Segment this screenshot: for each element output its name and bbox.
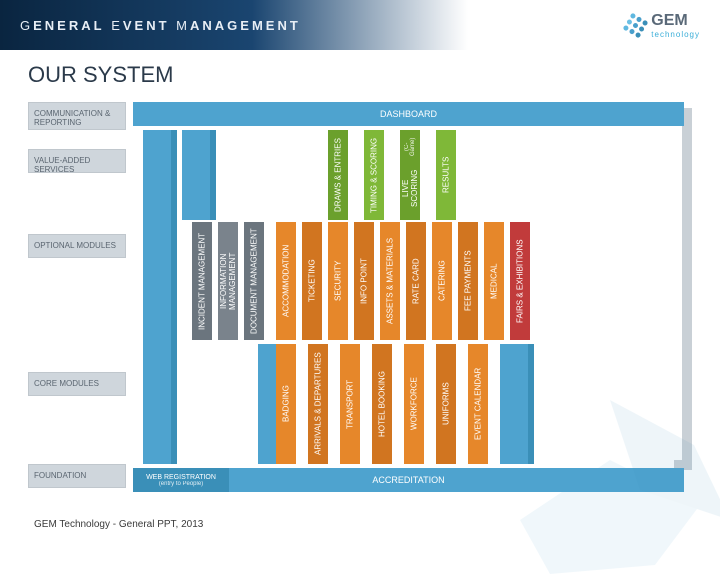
- module-column: RATE CARD: [406, 222, 426, 340]
- module-column: LIVE SCORING(C-Game): [400, 130, 420, 220]
- logo-text: GEM: [651, 12, 700, 30]
- side-label: COMMUNICATION & REPORTING: [28, 102, 126, 130]
- module-column: INFO POINT: [354, 222, 374, 340]
- side-label: FOUNDATION: [28, 464, 126, 488]
- blue-vertical: [500, 344, 534, 464]
- bracket-right: [674, 108, 692, 470]
- module-column: ASSETS & MATERIALS: [380, 222, 400, 340]
- footer-text: GEM Technology - General PPT, 2013: [34, 519, 203, 530]
- module-column: INFORMATION MANAGEMENT: [218, 222, 238, 340]
- side-label: VALUE-ADDED SERVICES: [28, 149, 126, 173]
- logo-dots-icon: [623, 12, 649, 38]
- module-column: EVENT CALENDAR: [468, 344, 488, 464]
- logo-subtext: technology: [651, 30, 700, 39]
- horizontal-bar: DASHBOARD: [133, 102, 684, 126]
- module-column: UNIFORMS: [436, 344, 456, 464]
- system-diagram: COMMUNICATION & REPORTING VALUE-ADDED SER…: [28, 94, 692, 504]
- module-column: ARRIVALS & DEPARTURES: [308, 344, 328, 464]
- module-column: ACCOMMODATION: [276, 222, 296, 340]
- module-column: DRAWS & ENTRIES: [328, 130, 348, 220]
- header: GENERAL EVENT MANAGEMENT GEM technology: [0, 0, 720, 50]
- logo: GEM technology: [626, 12, 700, 39]
- module-column: INCIDENT MANAGEMENT: [192, 222, 212, 340]
- header-title: GENERAL EVENT MANAGEMENT: [20, 18, 301, 33]
- module-column: MEDICAL: [484, 222, 504, 340]
- blue-vertical: [182, 130, 216, 220]
- module-column: BADGING: [276, 344, 296, 464]
- side-label: CORE MODULES: [28, 372, 126, 396]
- module-column: TICKETING: [302, 222, 322, 340]
- module-column: TRANSPORT: [340, 344, 360, 464]
- page-title: OUR SYSTEM: [0, 50, 720, 94]
- module-column: FAIRS & EXHIBITIONS: [510, 222, 530, 340]
- side-label: OPTIONAL MODULES: [28, 234, 126, 258]
- module-column: FEE PAYMENTS: [458, 222, 478, 340]
- module-column: HOTEL BOOKING: [372, 344, 392, 464]
- module-column: CATERING: [432, 222, 452, 340]
- module-column: TIMING & SCORING: [364, 130, 384, 220]
- web-registration-box: WEB REGISTRATION(entry to People): [133, 468, 229, 492]
- module-column: RESULTS: [436, 130, 456, 220]
- module-column: SECURITY: [328, 222, 348, 340]
- module-column: DOCUMENT MANAGEMENT: [244, 222, 264, 340]
- blue-vertical: [143, 130, 177, 464]
- module-column: WORKFORCE: [404, 344, 424, 464]
